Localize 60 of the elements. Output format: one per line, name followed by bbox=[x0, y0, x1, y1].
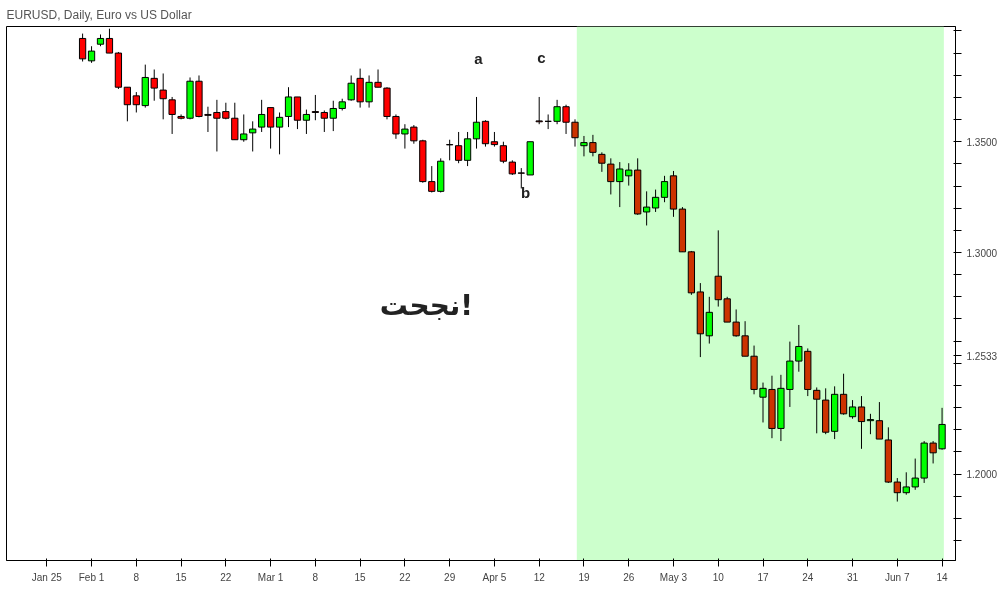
candlestick bbox=[535, 96, 543, 125]
candlestick bbox=[848, 399, 857, 420]
candlestick bbox=[78, 33, 87, 63]
candlestick bbox=[839, 373, 848, 416]
annotation: c bbox=[537, 49, 546, 66]
candlestick bbox=[866, 413, 875, 435]
candlestick bbox=[705, 296, 713, 345]
candlestick bbox=[302, 109, 311, 135]
candlestick bbox=[463, 131, 472, 167]
candlestick bbox=[660, 175, 669, 203]
x-tick-label: 10 bbox=[712, 571, 725, 583]
candlestick bbox=[284, 86, 293, 128]
x-tick-label: May 3 bbox=[659, 571, 688, 583]
x-tick-label: 14 bbox=[936, 571, 949, 583]
candlestick bbox=[159, 72, 167, 120]
x-tick-label: 17 bbox=[757, 571, 770, 583]
x-tick-label: 29 bbox=[444, 571, 456, 583]
x-tick-label: 15 bbox=[175, 571, 188, 583]
x-tick-label: Jan 25 bbox=[31, 571, 63, 583]
x-tick-label: Apr 5 bbox=[482, 571, 507, 583]
candlestick bbox=[105, 28, 114, 54]
candlestick bbox=[481, 119, 490, 148]
x-tick-label: 22 bbox=[399, 571, 411, 583]
candlestick bbox=[266, 107, 275, 150]
candlestick bbox=[857, 395, 866, 450]
candlestick bbox=[651, 189, 660, 213]
candlestick bbox=[875, 401, 884, 440]
candlestick bbox=[293, 96, 302, 130]
candlestick bbox=[598, 151, 606, 173]
x-tick-label: 24 bbox=[802, 571, 814, 583]
y-tick-label: 1.2533 bbox=[966, 350, 998, 362]
candlestick bbox=[258, 99, 266, 133]
candlestick bbox=[499, 141, 508, 164]
y-tick-label: 1.2000 bbox=[966, 469, 998, 481]
annotation: b bbox=[520, 184, 531, 201]
candlestick bbox=[249, 120, 257, 152]
x-tick-label: Jun 7 bbox=[885, 571, 910, 583]
candlestick bbox=[311, 94, 320, 121]
x-tick-label: 26 bbox=[623, 571, 635, 583]
annotation: نجحت! bbox=[379, 289, 474, 322]
candlestick bbox=[642, 190, 651, 226]
candlestick bbox=[472, 96, 481, 150]
x-tick-label: 8 bbox=[133, 571, 140, 583]
x-tick-label: Feb 1 bbox=[78, 571, 105, 583]
candlestick bbox=[275, 111, 284, 155]
y-tick-label: 1.3500 bbox=[966, 136, 998, 148]
x-tick-label: 15 bbox=[354, 571, 367, 583]
y-tick-label: 1.3000 bbox=[966, 247, 998, 259]
x-tick-label: 31 bbox=[846, 571, 859, 583]
x-tick-label: Mar 1 bbox=[257, 571, 284, 583]
candlestick bbox=[454, 131, 463, 164]
x-tick-label: 12 bbox=[533, 571, 546, 583]
chart-title: EURUSD, Daily, Euro vs US Dollar bbox=[6, 7, 192, 22]
x-tick-label: 8 bbox=[312, 571, 319, 583]
candlestick bbox=[168, 96, 176, 135]
x-tick-label: 19 bbox=[578, 571, 590, 583]
candlestick bbox=[813, 386, 821, 434]
x-tick-label: 22 bbox=[220, 571, 232, 583]
candlestick bbox=[123, 86, 131, 122]
annotation: a bbox=[474, 50, 484, 67]
